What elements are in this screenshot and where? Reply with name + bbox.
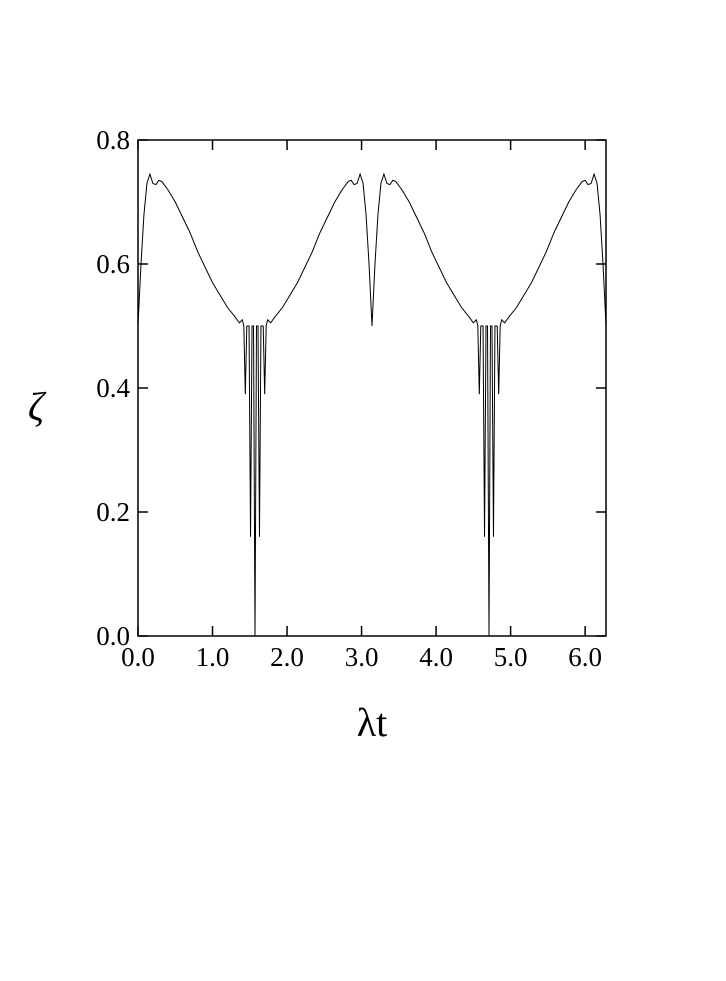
y-tick-label: 0.8 xyxy=(96,125,130,155)
x-axis-title: λt xyxy=(357,700,388,745)
x-tick-label: 4.0 xyxy=(419,642,453,672)
y-tick-label: 0.6 xyxy=(96,249,130,279)
x-tick-label: 6.0 xyxy=(568,642,602,672)
x-tick-label: 1.0 xyxy=(196,642,230,672)
x-tick-label: 2.0 xyxy=(270,642,304,672)
x-tick-label: 3.0 xyxy=(345,642,379,672)
data-line xyxy=(137,172,607,637)
plot-frame xyxy=(137,139,607,637)
y-tick-label: 0.4 xyxy=(96,373,130,403)
y-axis-title: ζ xyxy=(28,384,47,429)
y-tick-label: 0.2 xyxy=(96,497,130,527)
x-tick-label: 0.0 xyxy=(121,642,155,672)
x-tick-label: 5.0 xyxy=(494,642,528,672)
y-tick-label: 0.0 xyxy=(96,621,130,651)
